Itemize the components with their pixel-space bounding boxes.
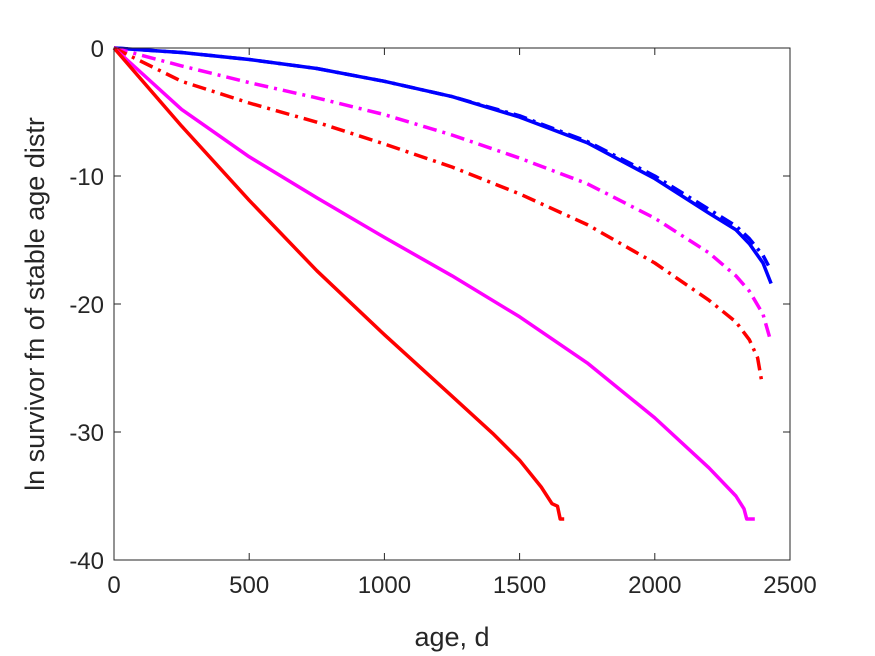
y-tick-label: -40 [69,548,104,575]
series-line-3 [113,46,773,343]
axes-layer: 0 500 1000 1500 2000 2500 0 -10 -20 -30 -40 [69,36,816,599]
series-line-2 [113,46,770,267]
y-tick-label: 0 [91,36,104,63]
y-tick-label: -20 [69,292,104,319]
x-tick-label: 2500 [763,572,816,599]
y-axis-label: ln survivor fn of stable age distr [20,117,50,491]
x-tick-label: 0 [107,572,120,599]
x-tick-label: 1500 [493,572,546,599]
x-tick-label: 2000 [628,572,681,599]
plot-area [114,48,790,560]
y-tick-label: -10 [69,164,104,191]
series-line-4 [113,46,764,382]
y-tick-label: -30 [69,420,104,447]
x-tick-label: 1000 [358,572,411,599]
series-layer [112,46,773,521]
x-tick-label: 500 [229,572,269,599]
series-line-6 [112,46,565,521]
x-axis-label: age, d [414,622,489,652]
series-line-5 [112,46,755,521]
